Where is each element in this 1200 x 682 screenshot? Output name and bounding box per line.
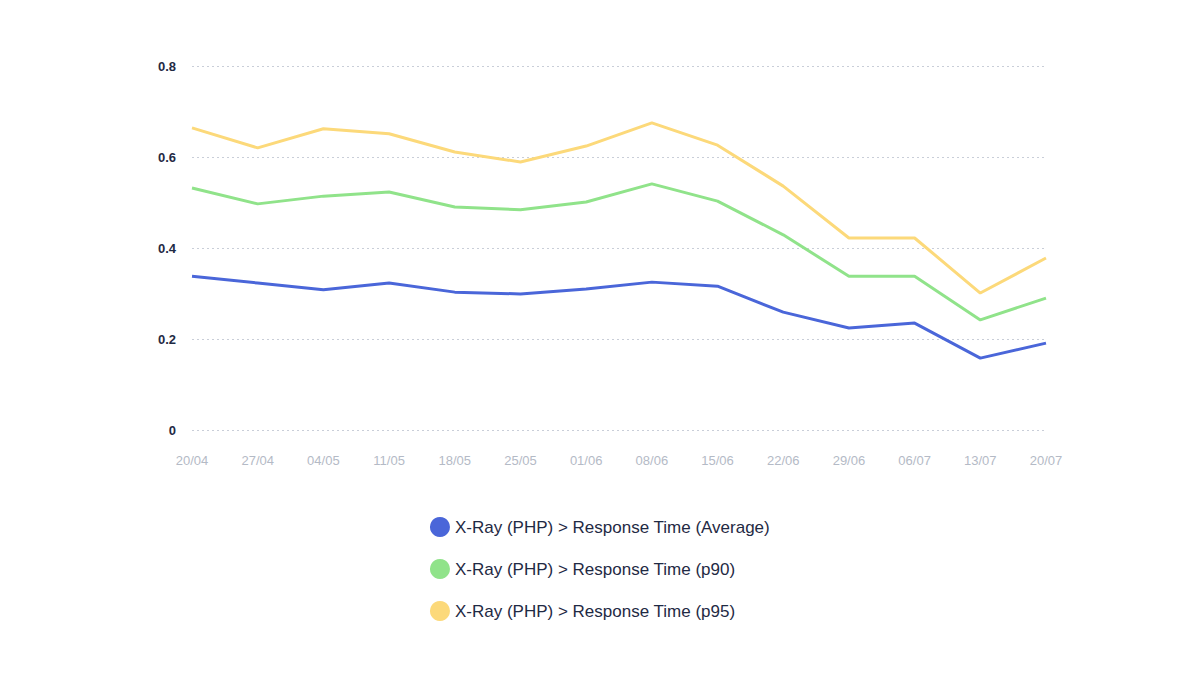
svg-text:04/05: 04/05 xyxy=(307,453,340,468)
svg-text:X-Ray (PHP) > Response Time (p: X-Ray (PHP) > Response Time (p95) xyxy=(455,602,735,621)
svg-text:11/05: 11/05 xyxy=(373,453,405,468)
svg-text:22/06: 22/06 xyxy=(767,453,800,468)
svg-text:X-Ray (PHP) > Response Time (A: X-Ray (PHP) > Response Time (Average) xyxy=(455,518,770,537)
svg-text:0.2: 0.2 xyxy=(158,332,176,347)
svg-text:06/07: 06/07 xyxy=(898,453,931,468)
svg-text:13/07: 13/07 xyxy=(964,453,997,468)
svg-text:0.8: 0.8 xyxy=(158,59,176,74)
svg-text:01/06: 01/06 xyxy=(570,453,603,468)
svg-text:27/04: 27/04 xyxy=(241,453,274,468)
svg-text:X-Ray (PHP) > Response Time (p: X-Ray (PHP) > Response Time (p90) xyxy=(455,560,735,579)
svg-text:0.4: 0.4 xyxy=(158,241,177,256)
svg-text:29/06: 29/06 xyxy=(833,453,866,468)
svg-text:20/07: 20/07 xyxy=(1030,453,1063,468)
svg-text:15/06: 15/06 xyxy=(701,453,734,468)
svg-text:0: 0 xyxy=(169,423,176,438)
svg-text:18/05: 18/05 xyxy=(438,453,471,468)
svg-text:08/06: 08/06 xyxy=(636,453,669,468)
svg-text:20/04: 20/04 xyxy=(176,453,209,468)
svg-text:25/05: 25/05 xyxy=(504,453,537,468)
svg-text:0.6: 0.6 xyxy=(158,150,176,165)
